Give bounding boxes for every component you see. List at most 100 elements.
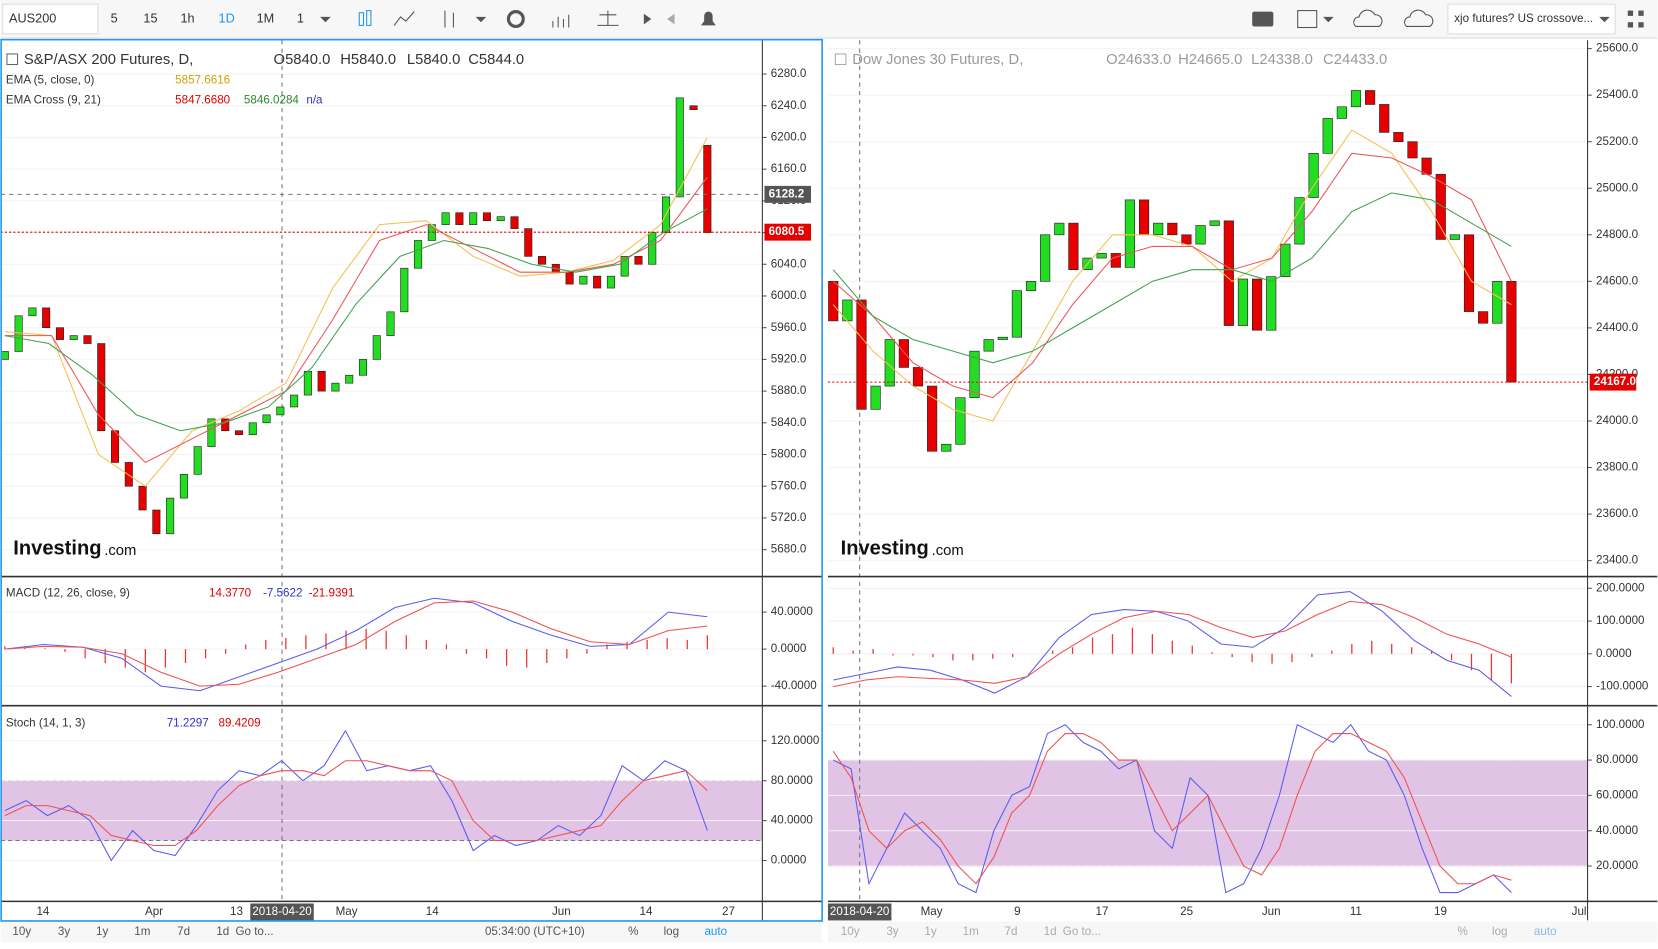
symbol-box[interactable] — [2, 3, 99, 35]
stoch-band — [827, 760, 1588, 867]
stoch-value: 71.2297 — [167, 717, 209, 730]
candle-icon[interactable] — [358, 10, 372, 26]
cloud-save-icon[interactable] — [1404, 9, 1434, 27]
indicator-value: 5857.6616 — [175, 73, 230, 86]
collapse-icon[interactable] — [834, 53, 847, 66]
settings-icon[interactable] — [506, 10, 525, 29]
candle — [97, 343, 106, 432]
footer-item[interactable]: % — [1458, 925, 1468, 938]
footer-item[interactable]: 1y — [96, 925, 108, 938]
indicator-line — [832, 723, 1512, 894]
y-tick-label: 80.0000 — [771, 774, 814, 787]
candle — [0, 351, 9, 360]
symbol[interactable]: AUS200 — [9, 11, 56, 25]
indicator-line — [832, 129, 1512, 422]
search-text[interactable]: xjo futures? US crossove... — [1454, 12, 1593, 25]
indicator-line — [4, 760, 708, 847]
footer-item[interactable]: 7d — [1005, 925, 1018, 938]
y-tick-label: 23400.0 — [1596, 554, 1639, 567]
x-tick-label: 2018-04-20 — [830, 905, 890, 918]
search-box[interactable] — [1447, 3, 1616, 35]
footer-item[interactable]: 1d — [216, 925, 229, 938]
footer-item[interactable]: 1d — [1044, 925, 1057, 938]
footer-item[interactable]: 7d — [177, 925, 190, 938]
candle — [634, 256, 643, 265]
candle — [1138, 199, 1150, 236]
candle — [1449, 234, 1460, 240]
interval-active[interactable]: 1D — [219, 11, 235, 25]
candle — [884, 339, 895, 387]
interval[interactable]: 5 — [111, 11, 118, 25]
x-tick-label: 9 — [1014, 905, 1020, 918]
candle — [1025, 281, 1037, 291]
footer-item[interactable]: 3y — [886, 925, 898, 938]
candle — [83, 335, 92, 344]
candle — [55, 327, 64, 340]
quote-close: C24433.0 — [1323, 52, 1387, 68]
dropdown-icon[interactable] — [1323, 16, 1334, 23]
layout-icon[interactable] — [1297, 10, 1318, 29]
y-tick-label: 23800.0 — [1596, 461, 1639, 474]
footer-item[interactable]: Go to... — [1063, 925, 1101, 938]
footer-item[interactable]: 10y — [12, 925, 31, 938]
y-tick-label: 5680.0 — [771, 543, 807, 556]
candle — [856, 299, 867, 410]
candle — [400, 267, 409, 313]
macd-label: MACD (12, 26, close, 9) — [6, 587, 130, 600]
compare-icon[interactable] — [597, 10, 619, 26]
footer-item[interactable]: 3y — [58, 925, 70, 938]
x-tick-label: 2018-04-20 — [252, 905, 312, 918]
footer-item[interactable]: 10y — [841, 925, 860, 938]
candle — [1181, 234, 1192, 245]
candle — [983, 339, 994, 352]
footer-bar — [827, 921, 1658, 943]
indicators-icon[interactable] — [552, 14, 570, 28]
y-tick-label: -100.0000 — [1596, 680, 1649, 693]
candle — [234, 430, 244, 436]
dropdown-icon[interactable] — [320, 16, 331, 23]
footer-item[interactable]: log — [1492, 925, 1508, 938]
interval[interactable]: 1h — [180, 11, 194, 25]
undo-icon[interactable] — [643, 13, 652, 25]
fullscreen-icon[interactable] — [1627, 10, 1644, 28]
camera-icon[interactable] — [1252, 11, 1274, 27]
footer-item[interactable]: 05:34:00 (UTC+10) — [485, 925, 585, 938]
alert-icon[interactable] — [700, 11, 716, 26]
bars-icon[interactable] — [444, 10, 454, 28]
x-tick-label: 11 — [1350, 905, 1362, 918]
interval[interactable]: 1 — [297, 11, 304, 25]
y-tick-label: 200.0000 — [1596, 581, 1645, 594]
cloud-load-icon[interactable] — [1353, 9, 1383, 27]
footer-item[interactable]: 1y — [924, 925, 936, 938]
candle — [152, 509, 161, 535]
footer-item[interactable]: log — [664, 925, 680, 938]
candle — [166, 497, 175, 535]
collapse-icon[interactable] — [6, 53, 19, 66]
toolbar — [0, 0, 1658, 39]
brand-suffix: .com — [104, 543, 136, 559]
candle — [1011, 290, 1022, 338]
indicator-value: n/a — [306, 94, 323, 107]
dropdown-icon[interactable] — [1599, 16, 1610, 23]
footer-item[interactable]: 1m — [134, 925, 150, 938]
footer-item[interactable]: 1m — [963, 925, 979, 938]
y-tick-label: 60.0000 — [1596, 788, 1639, 801]
interval[interactable]: 1M — [257, 11, 275, 25]
candle — [124, 462, 133, 487]
chart-marks: 6280.06240.06200.06160.06120.06080.06040… — [0, 38, 1658, 943]
y-tick-label: 5840.0 — [771, 416, 807, 429]
y-tick-label: 20.0000 — [1596, 859, 1639, 872]
y-tick-label: 25000.0 — [1596, 181, 1639, 194]
interval[interactable]: 15 — [143, 11, 157, 25]
line-icon[interactable] — [393, 11, 415, 26]
redo-icon[interactable] — [667, 13, 675, 25]
footer-item[interactable]: % — [628, 925, 638, 938]
x-tick-highlight — [827, 903, 892, 921]
footer-item[interactable]: auto — [704, 925, 727, 938]
dropdown-icon[interactable] — [475, 16, 487, 23]
y-tick-label: 40.0000 — [771, 605, 814, 618]
footer-item[interactable]: Go to... — [235, 925, 273, 938]
indicator-line — [832, 192, 1512, 364]
footer-item[interactable]: auto — [1534, 925, 1557, 938]
